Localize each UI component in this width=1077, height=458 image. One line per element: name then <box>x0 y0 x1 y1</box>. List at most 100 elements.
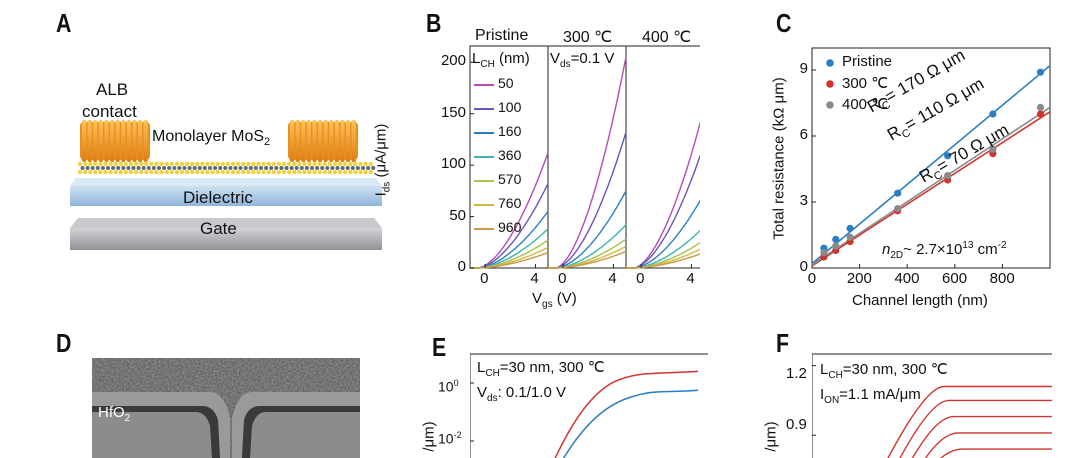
mos2-atom-mo <box>269 166 274 170</box>
mos2-atom-s <box>82 161 88 167</box>
mos2-atom-s <box>139 161 144 167</box>
chart-c-xtick-label: 400 <box>894 270 920 287</box>
contact-chain <box>323 120 328 162</box>
chart-f-frame <box>812 353 1052 458</box>
mos2-atom-mo <box>335 166 340 170</box>
mos2-atom-mo <box>213 166 218 170</box>
chart-b-xtick-label: 4 <box>530 270 539 287</box>
mos2-atom-s <box>302 161 307 167</box>
chart-b-subpanel-400: 400 ℃ <box>642 29 692 46</box>
mos2-atom-s <box>123 169 129 175</box>
device-schematic <box>70 120 382 250</box>
mos2-atom-mo <box>233 166 238 170</box>
mos2-atom-mo <box>157 166 161 170</box>
alb-label-line2: contact <box>82 102 137 121</box>
chart-b-ytick-label: 100 <box>440 155 466 173</box>
mos2-atom-s <box>327 161 333 167</box>
chart-b-legend-label: 570 <box>498 171 522 187</box>
mos2-atom-s <box>169 161 174 167</box>
contact-chain <box>340 120 345 162</box>
contact-chain <box>104 120 109 162</box>
chart-c-legend-dot <box>826 59 834 67</box>
alb-contact-left <box>80 120 150 162</box>
chart-c-point <box>832 235 840 243</box>
mos2-atom-s <box>307 161 312 167</box>
mos2-atom-s <box>266 161 271 167</box>
mos2-atom-mo <box>90 166 95 170</box>
mos2-atom-mo <box>85 166 90 170</box>
mos2-atom-mo <box>111 166 116 170</box>
mos2-atom-s <box>256 161 261 167</box>
mos2-atom-mo <box>299 166 304 170</box>
mos2-atom-s <box>113 161 118 167</box>
chart-b-legend-item: 100 <box>474 99 546 117</box>
chart-c-legend-dot <box>826 101 834 109</box>
chart-c-point <box>989 145 997 153</box>
mos2-atom-s <box>337 169 343 175</box>
chart-c-xlabel: Channel length (nm) <box>852 292 988 309</box>
mos2-atom-s <box>118 161 123 167</box>
mos2-atom-s <box>230 161 236 167</box>
chart-b <box>469 45 700 269</box>
mos2-atom-mo <box>151 166 156 170</box>
mos2-atom-mo <box>162 166 167 170</box>
mos2-atom-s <box>195 161 200 167</box>
chart-c-point <box>894 205 902 213</box>
chart-c-frame <box>811 47 1051 269</box>
mos2-atom-s <box>322 169 327 175</box>
mos2-atom-mo <box>371 166 376 170</box>
mos2-atom-mo <box>167 166 172 170</box>
mos2-atom-mo <box>325 166 330 170</box>
contact-chain <box>318 120 323 162</box>
chart-b-ylabel: Ids (μA/μm) <box>372 123 393 197</box>
mos2-atom-s <box>220 161 225 167</box>
chart-b-curve-100 <box>548 131 627 269</box>
mos2-atom-s <box>307 169 312 175</box>
mos2-atom-s <box>281 169 287 175</box>
mos2-atom-mo <box>310 166 314 170</box>
mos2-atom-s <box>215 169 220 175</box>
mos2-atom-s <box>348 161 353 167</box>
mos2-atom-s <box>93 161 98 167</box>
chart-c-point <box>832 242 840 250</box>
alb-contact-right <box>288 120 358 162</box>
mos2-atom-mo <box>136 166 141 170</box>
chart-b-legend-label: 960 <box>498 219 522 235</box>
chart-c-xtick-label: 600 <box>942 270 968 287</box>
dielectric-layer <box>70 178 382 206</box>
panel-letter-a: A <box>56 8 72 38</box>
mos2-atom-mo <box>187 166 192 170</box>
mos2-atom-s <box>108 169 113 175</box>
mos2-atom-s <box>343 161 348 167</box>
mos2-atom-s <box>88 161 93 167</box>
mos2-atom-s <box>174 169 180 175</box>
mos2-atom-s <box>88 169 93 175</box>
mos2-atom-s <box>241 161 246 167</box>
dielectric-label: Dielectric <box>183 188 253 207</box>
mos2-atom-s <box>190 161 195 167</box>
mos2-atom-mo <box>274 166 279 170</box>
chart-b-subpanel-pristine: Pristine <box>475 27 529 44</box>
chart-b-legend-swatch <box>474 228 494 230</box>
mos2-atom-mo <box>284 166 289 170</box>
mos2-atom-s <box>118 169 123 175</box>
mos2-atom-s <box>169 169 174 175</box>
chart-f-lch-label: LCH=30 nm, 300 ℃ <box>820 361 948 381</box>
chart-b-ytick-label: 150 <box>440 103 466 121</box>
gate-layer <box>70 218 382 250</box>
chart-f-ylabel: /μm) <box>762 421 780 452</box>
chart-c-point <box>1036 103 1045 111</box>
mos2-atom-s <box>251 169 256 175</box>
chart-c-point <box>820 249 828 257</box>
contact-chain <box>301 120 306 162</box>
chart-b-ytick-label: 50 <box>449 206 466 224</box>
chart-e-curve-0.1 V <box>562 389 699 458</box>
panel-letter-e: E <box>432 332 447 362</box>
chart-b-curve-50 <box>626 120 700 269</box>
mos2-atom-mo <box>253 166 258 170</box>
chart-b-legend-item: 160 <box>474 123 546 141</box>
chart-b-legend-label: 360 <box>498 147 522 163</box>
mos2-atom-s <box>215 161 220 167</box>
mos2-atom-mo <box>320 166 325 170</box>
tem-image <box>92 358 360 458</box>
